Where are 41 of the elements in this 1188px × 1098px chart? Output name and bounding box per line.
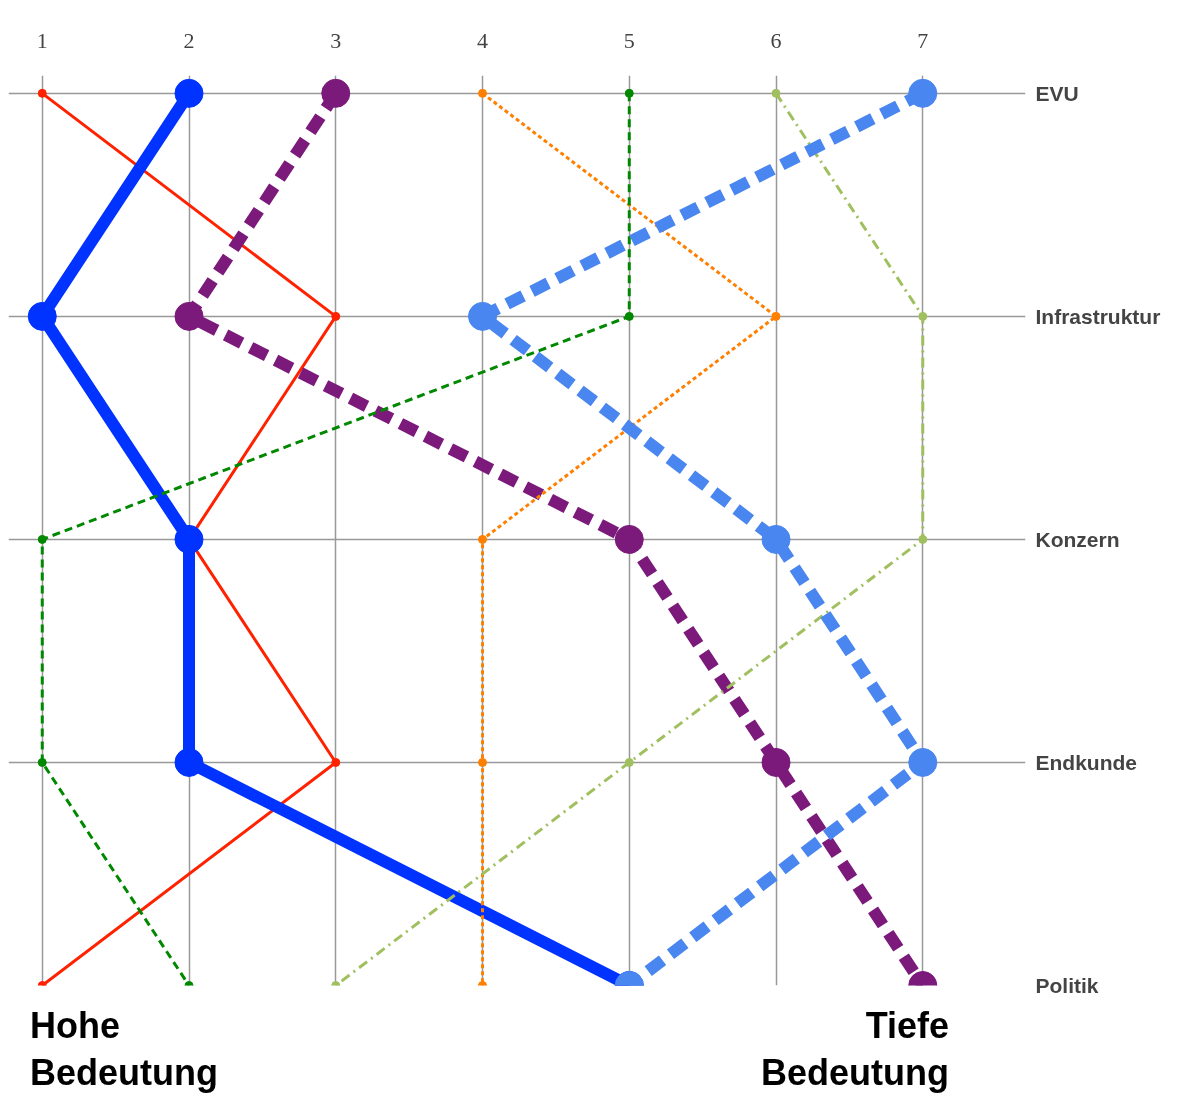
y-tick-label: Infrastruktur — [1035, 304, 1161, 328]
point — [624, 757, 634, 767]
point — [37, 88, 47, 98]
point — [918, 311, 928, 321]
point — [908, 747, 938, 777]
x-tick-label: 7 — [917, 27, 929, 53]
point — [478, 757, 488, 767]
point — [174, 524, 204, 554]
point — [761, 747, 791, 777]
point — [331, 757, 341, 767]
point — [27, 301, 57, 331]
point — [614, 524, 644, 554]
point — [468, 301, 498, 331]
y-tick-label: Politik — [1035, 974, 1099, 997]
point — [908, 78, 938, 108]
text: Hohe Bedeutung — [30, 1004, 218, 1095]
point — [918, 534, 928, 544]
y-tick-label: Endkunde — [1035, 750, 1138, 774]
point — [771, 311, 781, 321]
point — [37, 534, 47, 544]
point — [761, 524, 791, 554]
point — [174, 78, 204, 108]
x-tick-label: 2 — [183, 27, 195, 53]
x-tick-label: 4 — [477, 27, 489, 53]
point — [478, 534, 488, 544]
point — [771, 88, 781, 98]
x-tick-label: 6 — [770, 27, 782, 53]
point — [174, 301, 204, 331]
x-tick-label: 5 — [623, 27, 635, 53]
point — [174, 747, 204, 777]
point — [331, 311, 341, 321]
y-tick-label: Konzern — [1035, 527, 1120, 551]
point — [624, 88, 634, 98]
text: Tiefe Bedeutung — [761, 1004, 949, 1095]
x-tick-label: 3 — [330, 27, 342, 53]
y-tick-label: EVU — [1035, 81, 1079, 105]
point — [321, 78, 351, 108]
point — [624, 311, 634, 321]
point — [37, 757, 47, 767]
point — [478, 88, 488, 98]
x-tick-label: 1 — [36, 27, 48, 53]
